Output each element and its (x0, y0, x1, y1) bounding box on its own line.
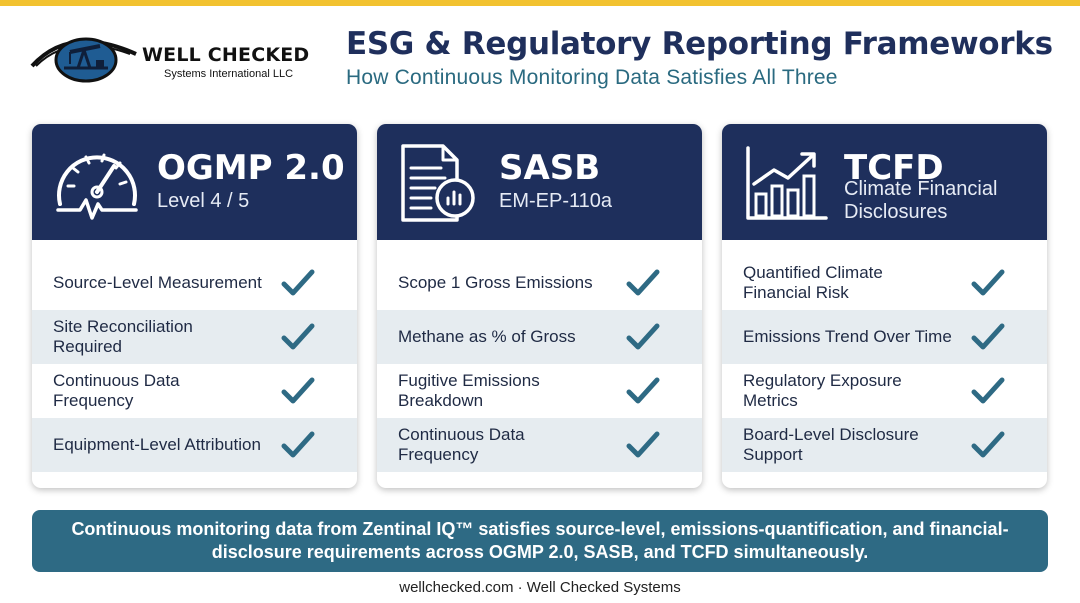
requirement-row: Scope 1 Gross Emissions (377, 256, 702, 310)
requirement-row: Quantified Climate Financial Risk (722, 256, 1047, 310)
requirement-row: Methane as % of Gross (377, 310, 702, 364)
oil-pump-logo-icon (30, 37, 137, 83)
requirement-row: Continuous Data Frequency (377, 418, 702, 472)
requirement-label: Continuous Data Frequency (398, 425, 525, 464)
page-subtitle: How Continuous Monitoring Data Satisfies… (346, 66, 838, 89)
checkmark-icon (281, 377, 315, 404)
checkmark-icon (281, 431, 315, 458)
bar-chart-trend-icon (746, 146, 828, 220)
top-accent-bar (0, 0, 1080, 6)
requirement-label: Scope 1 Gross Emissions (398, 273, 593, 292)
requirement-row: Emissions Trend Over Time (722, 310, 1047, 364)
checkmark-icon (626, 377, 660, 404)
checkmark-icon (281, 269, 315, 296)
checkmark-icon (626, 323, 660, 350)
card-sasb: SASB EM-EP-110a Scope 1 Gross Emissions … (377, 124, 702, 488)
card-header: OGMP 2.0 Level 4 / 5 (32, 124, 357, 240)
framework-sub: EM-EP-110a (499, 190, 613, 212)
company-name: WELL CHECKED (142, 44, 310, 66)
framework-name: TCFD (844, 148, 944, 188)
checkmark-icon (971, 269, 1005, 296)
card-tcfd: TCFD Climate Financial Disclosures Quant… (722, 124, 1047, 488)
checkmark-icon (281, 323, 315, 350)
framework-name: OGMP 2.0 (157, 148, 345, 188)
framework-sub: Climate Financial Disclosures (844, 178, 998, 223)
footer-text: wellchecked.com · Well Checked Systems (399, 579, 681, 596)
requirement-label: Methane as % of Gross (398, 327, 576, 346)
requirement-label: Fugitive Emissions Breakdown (398, 371, 540, 410)
checkmark-icon (626, 431, 660, 458)
requirement-label: Board-Level Disclosure Support (743, 425, 919, 464)
requirement-label: Regulatory Exposure Metrics (743, 371, 902, 410)
requirement-label: Quantified Climate Financial Risk (743, 263, 883, 302)
summary-text: Continuous monitoring data from Zentinal… (71, 519, 1009, 562)
requirement-label: Site Reconciliation Required (53, 317, 193, 356)
requirement-row: Continuous Data Frequency (32, 364, 357, 418)
requirement-label: Emissions Trend Over Time (743, 327, 952, 346)
checkmark-icon (971, 431, 1005, 458)
checkmark-icon (626, 269, 660, 296)
framework-sub: Level 4 / 5 (157, 190, 250, 212)
requirement-row: Fugitive Emissions Breakdown (377, 364, 702, 418)
requirement-row: Regulatory Exposure Metrics (722, 364, 1047, 418)
requirement-row: Source-Level Measurement (32, 256, 357, 310)
company-logo: WELL CHECKED Systems International LLC (30, 30, 320, 90)
card-header: TCFD Climate Financial Disclosures (722, 124, 1047, 240)
requirement-row: Equipment-Level Attribution (32, 418, 357, 472)
checkmark-icon (971, 377, 1005, 404)
card-header: SASB EM-EP-110a (377, 124, 702, 240)
requirement-label: Continuous Data Frequency (53, 371, 180, 410)
requirement-row: Site Reconciliation Required (32, 310, 357, 364)
card-ogmp: OGMP 2.0 Level 4 / 5 Source-Level Measur… (32, 124, 357, 488)
gauge-icon (56, 153, 138, 220)
page-title: ESG & Regulatory Reporting Frameworks (346, 26, 1053, 62)
document-chart-icon (401, 144, 475, 222)
requirement-row: Board-Level Disclosure Support (722, 418, 1047, 472)
company-subname: Systems International LLC (164, 68, 294, 80)
requirement-label: Equipment-Level Attribution (53, 435, 261, 454)
framework-name: SASB (499, 148, 601, 188)
checkmark-icon (971, 323, 1005, 350)
summary-banner: Continuous monitoring data from Zentinal… (32, 510, 1048, 572)
requirement-label: Source-Level Measurement (53, 273, 262, 292)
